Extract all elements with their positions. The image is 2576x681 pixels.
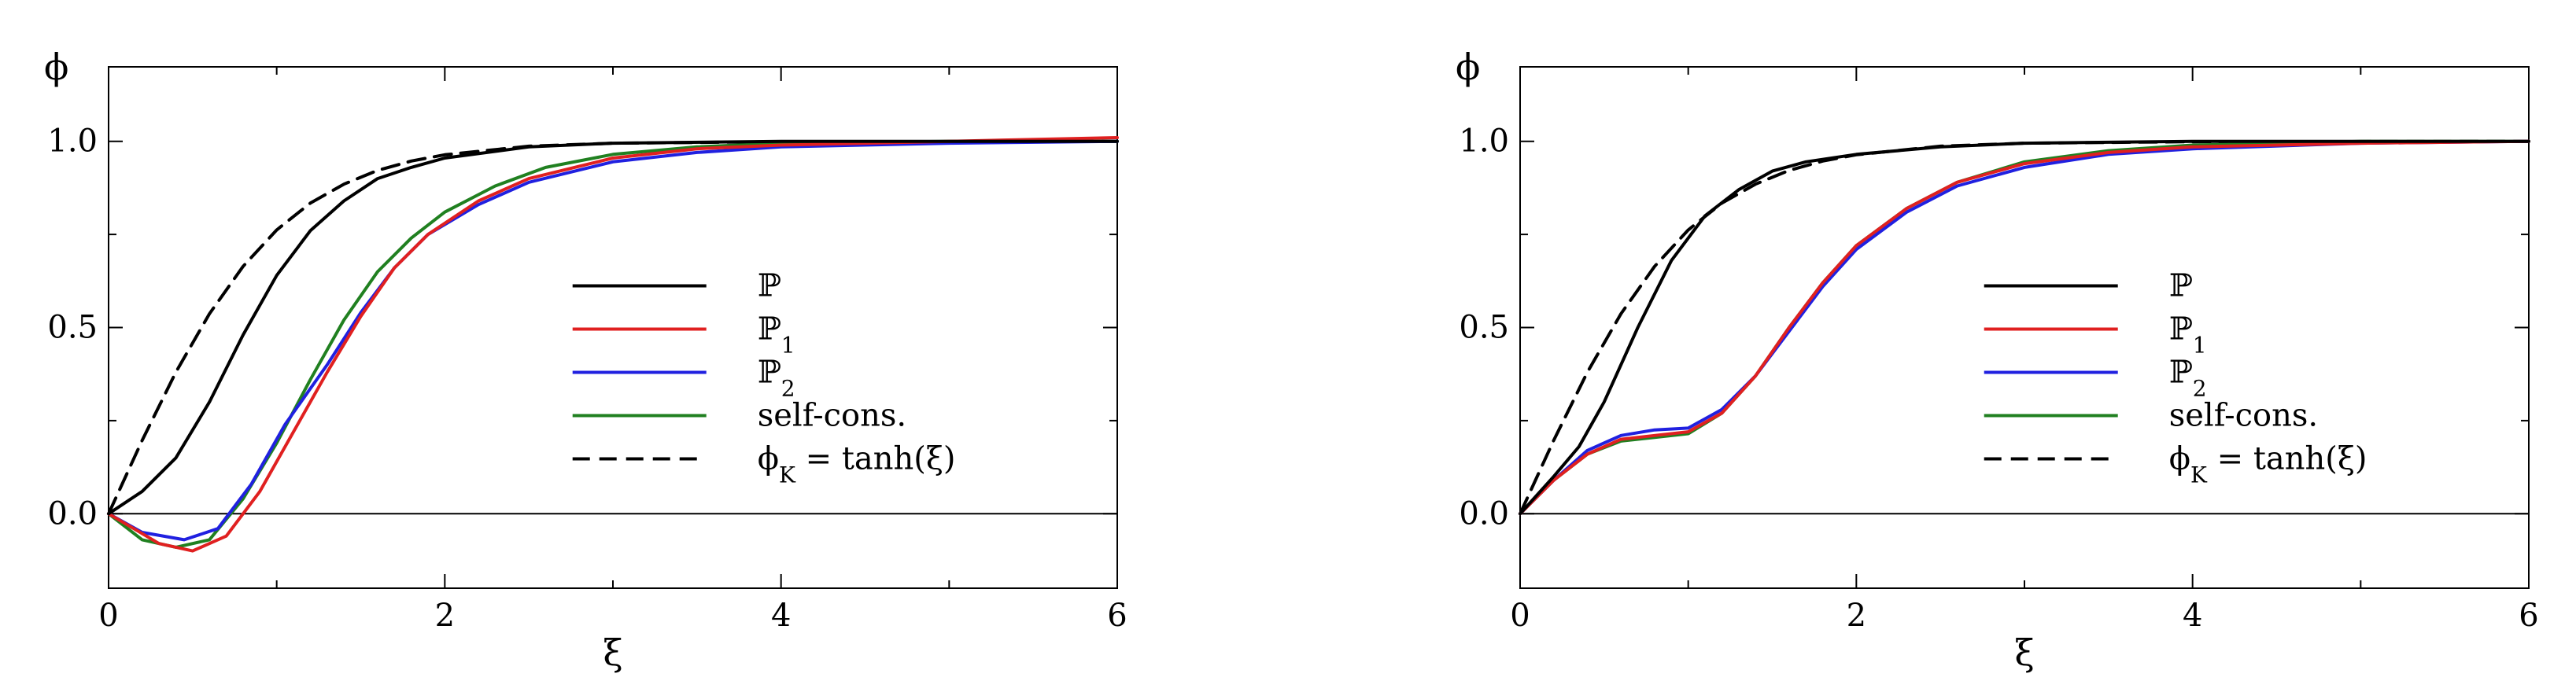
x-tick-label: 0 — [1510, 598, 1530, 634]
legend-label: ℙ — [758, 267, 781, 304]
series-line-p — [107, 136, 1119, 553]
series-line-p — [1519, 139, 2530, 516]
x-axis-label: ξ — [2014, 631, 2034, 674]
legend-label: ℙ1 — [758, 311, 795, 358]
legend-label: self-cons. — [2169, 397, 2318, 433]
y-tick-label: 1.0 — [47, 123, 98, 160]
y-tick-label: 1.0 — [1459, 123, 1509, 160]
x-tick-label: 4 — [771, 598, 791, 634]
legend-label: ℙ2 — [2169, 354, 2207, 401]
series-group — [1519, 139, 2530, 516]
legend-label: ϕK = tanh(ξ) — [2169, 440, 2367, 488]
legend-label: ℙ — [2169, 267, 2193, 304]
legend-label: self-cons. — [758, 397, 906, 433]
x-tick-label: 6 — [2519, 598, 2538, 634]
legend-label: ℙ1 — [2169, 311, 2207, 358]
series-group — [107, 136, 1119, 553]
x-axis-label: ξ — [603, 631, 622, 674]
y-axis-label: ϕ — [44, 46, 68, 88]
y-tick-label: 0.5 — [1459, 310, 1509, 346]
x-tick-label: 4 — [2183, 598, 2202, 634]
series-line-self-cons — [107, 139, 1119, 549]
series-line-p — [1519, 139, 2530, 516]
y-tick-label: 0.0 — [1459, 495, 1509, 532]
x-tick-label: 6 — [1107, 598, 1127, 634]
x-tick-label: 2 — [1847, 598, 1866, 634]
y-axis-label: ϕ — [1456, 46, 1480, 88]
series-line-p — [107, 139, 1119, 516]
y-tick-label: 0.5 — [47, 310, 98, 346]
x-tick-label: 0 — [98, 598, 118, 634]
legend-label: ℙ2 — [758, 354, 795, 401]
series-line-p — [1519, 139, 2530, 516]
x-tick-label: 2 — [435, 598, 455, 634]
legend-label: ϕK = tanh(ξ) — [758, 440, 956, 488]
y-tick-label: 0.0 — [47, 495, 98, 532]
series-line-p — [107, 139, 1119, 542]
